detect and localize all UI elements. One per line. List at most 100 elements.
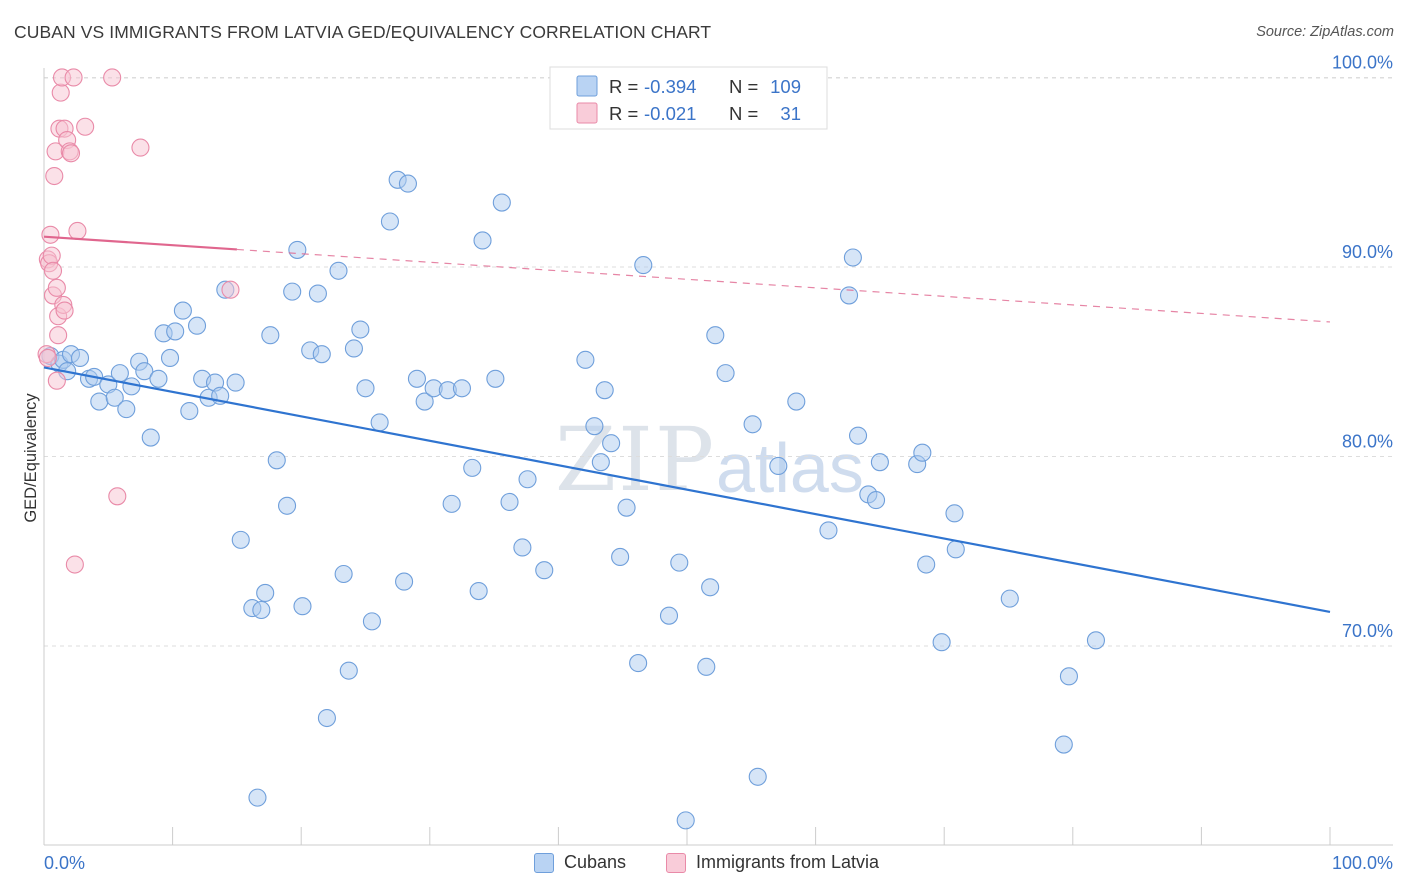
cubans-point bbox=[848, 426, 868, 445]
cubans-point bbox=[701, 578, 720, 597]
latvia-point bbox=[49, 326, 68, 345]
cubans-point bbox=[141, 428, 160, 447]
cubans-point bbox=[160, 348, 180, 368]
cubans-point bbox=[576, 350, 595, 369]
x-tick-label-min: 0.0% bbox=[44, 853, 85, 873]
cubans-point bbox=[1059, 667, 1078, 686]
latvia-point bbox=[221, 280, 240, 299]
latvia-point bbox=[45, 166, 64, 186]
cubans-point bbox=[252, 600, 271, 620]
cubans-n-value: 109 bbox=[770, 76, 801, 97]
cubans-point bbox=[278, 496, 297, 515]
cubans-point bbox=[267, 451, 286, 470]
cubans-trend-line bbox=[43, 366, 1331, 613]
cubans-legend-swatch bbox=[576, 75, 598, 97]
cubans-point bbox=[659, 606, 679, 625]
cubans-point bbox=[344, 339, 363, 358]
cubans-point bbox=[839, 286, 859, 305]
cubans-point bbox=[500, 492, 519, 512]
latvia-point bbox=[42, 246, 61, 265]
cubans-point bbox=[70, 348, 90, 368]
cubans-point bbox=[407, 369, 426, 388]
cubans-point bbox=[149, 369, 168, 388]
cubans-point bbox=[248, 788, 267, 807]
legend-label-cubans: Cubans bbox=[564, 852, 627, 872]
latvia-point bbox=[38, 348, 57, 368]
legend-label-latvia: Immigrants from Latvia bbox=[696, 852, 880, 872]
cubans-point bbox=[932, 633, 951, 652]
cubans-point bbox=[676, 811, 695, 830]
cubans-point bbox=[513, 538, 532, 557]
cubans-point bbox=[670, 553, 689, 572]
chart-title: CUBAN VS IMMIGRANTS FROM LATVIA GED/EQUI… bbox=[14, 22, 712, 42]
y-axis-label: GED/Equivalency bbox=[22, 393, 40, 523]
cubans-point bbox=[370, 413, 389, 432]
cubans-point bbox=[595, 381, 614, 400]
cubans-point bbox=[317, 708, 336, 728]
cubans-point bbox=[334, 564, 353, 584]
cubans-point bbox=[843, 248, 862, 267]
legend-item-latvia: Immigrants from Latvia bbox=[666, 852, 879, 873]
latvia-trend-line-solid bbox=[43, 235, 237, 251]
cubans-point bbox=[398, 174, 417, 193]
latvia-point bbox=[43, 261, 63, 280]
cubans-point bbox=[866, 491, 886, 510]
latvia-r-value: -0.021 bbox=[644, 103, 696, 124]
y-tick-label: 100.0% bbox=[1332, 52, 1393, 72]
cubans-point bbox=[469, 582, 488, 601]
watermark-zip: ZIP bbox=[555, 408, 716, 511]
latvia-point bbox=[68, 221, 87, 241]
cubans-point bbox=[913, 443, 932, 462]
cubans-point bbox=[452, 379, 472, 398]
x-tick-label-max: 100.0% bbox=[1332, 853, 1393, 873]
latvia-point bbox=[55, 301, 74, 320]
cubans-point bbox=[617, 498, 636, 517]
cubans-point bbox=[117, 400, 136, 419]
cubans-point bbox=[356, 379, 375, 398]
cubans-point bbox=[492, 193, 511, 212]
latvia-point bbox=[47, 371, 66, 390]
cubans-point bbox=[173, 301, 192, 320]
cubans-point bbox=[283, 282, 302, 301]
cubans-point bbox=[293, 597, 312, 616]
cubans-point bbox=[187, 316, 207, 335]
cubans-point bbox=[819, 521, 838, 540]
cubans-point bbox=[634, 256, 653, 275]
latvia-point bbox=[108, 487, 127, 506]
cubans-point bbox=[769, 456, 788, 476]
cubans-point bbox=[312, 345, 331, 364]
cubans-point bbox=[415, 392, 434, 411]
cubans-r-value: -0.394 bbox=[644, 76, 696, 97]
latvia-point bbox=[51, 83, 70, 102]
cubans-point bbox=[706, 326, 725, 345]
latvia-n-value: 31 bbox=[780, 103, 801, 124]
cubans-point bbox=[486, 369, 505, 388]
cubans-point bbox=[870, 453, 889, 472]
cubans-point bbox=[1054, 735, 1073, 754]
cubans-point bbox=[1000, 589, 1019, 608]
stats-legend: R = -0.394 N = 109 R = -0.021 N = 31 bbox=[549, 66, 828, 130]
latvia-legend-swatch bbox=[576, 102, 598, 124]
latvia-point bbox=[65, 555, 84, 574]
cubans-n-label: N = bbox=[729, 76, 758, 97]
latvia-r-label: R = bbox=[609, 103, 638, 124]
cubans-point bbox=[110, 364, 129, 383]
bottom-legend: Cubans Immigrants from Latvia bbox=[0, 852, 1406, 878]
cubans-point bbox=[135, 362, 154, 381]
cubans-point bbox=[105, 388, 124, 407]
cubans-point bbox=[917, 555, 936, 574]
cubans-point bbox=[591, 453, 610, 472]
source-label: Source: ZipAtlas.com bbox=[1256, 24, 1394, 40]
cubans-point bbox=[180, 401, 199, 421]
cubans-point bbox=[442, 494, 461, 513]
cubans-point bbox=[716, 364, 735, 383]
latvia-point bbox=[64, 68, 83, 87]
cubans-point bbox=[226, 373, 245, 392]
cubans-point bbox=[535, 561, 554, 580]
latvia-point bbox=[61, 144, 81, 163]
cubans-point bbox=[288, 240, 307, 259]
cubans-swatch bbox=[534, 852, 554, 873]
cubans-r-label: R = bbox=[609, 76, 638, 97]
cubans-point bbox=[351, 320, 370, 339]
